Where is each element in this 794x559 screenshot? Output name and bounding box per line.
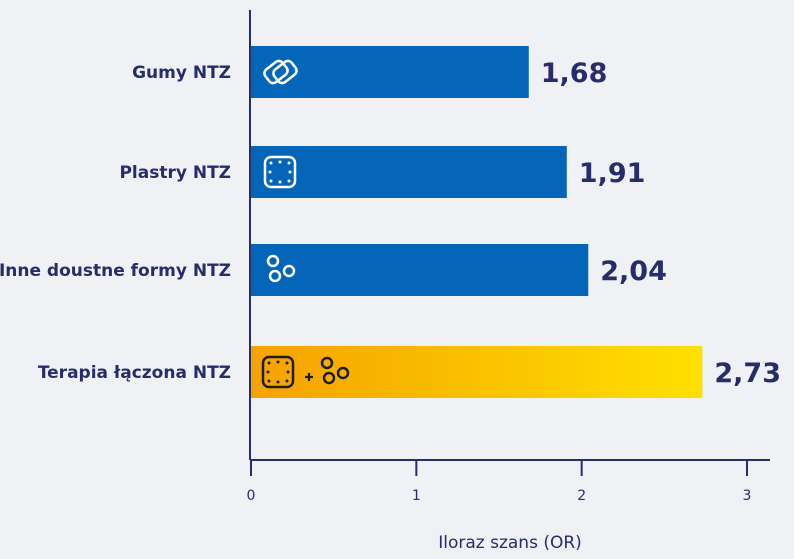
bar xyxy=(251,46,529,98)
x-tick-label: 1 xyxy=(412,488,421,504)
plus-icon xyxy=(305,373,313,381)
x-tick-label: 2 xyxy=(577,488,586,504)
x-tick-label: 3 xyxy=(743,488,752,504)
bar-row: Gumy NTZ 1,68 xyxy=(132,46,607,98)
category-label: Plastry NTZ xyxy=(119,163,231,183)
category-label: Gumy NTZ xyxy=(132,63,231,83)
bar xyxy=(251,244,589,296)
value-label: 1,91 xyxy=(579,158,646,189)
x-axis-title: Iloraz szans (OR) xyxy=(438,533,582,553)
pills-icon xyxy=(266,254,296,283)
patch-icon xyxy=(263,155,297,189)
bar xyxy=(251,146,567,198)
value-label: 2,73 xyxy=(714,358,781,389)
x-tick-label: 0 xyxy=(247,488,256,504)
category-label: Terapia łączona NTZ xyxy=(38,363,231,383)
value-label: 2,04 xyxy=(600,256,667,287)
bar-row: Terapia łączona NTZ 2,73 xyxy=(38,346,781,398)
bar-row: Inne doustne formy NTZ 2,04 xyxy=(0,244,667,296)
gum-icon xyxy=(263,59,298,85)
bar-row: Plastry NTZ 1,91 xyxy=(119,146,645,198)
combination-icon xyxy=(261,355,350,389)
bar xyxy=(251,346,703,398)
category-label: Inne doustne formy NTZ xyxy=(0,261,231,281)
value-label: 1,68 xyxy=(541,58,608,89)
